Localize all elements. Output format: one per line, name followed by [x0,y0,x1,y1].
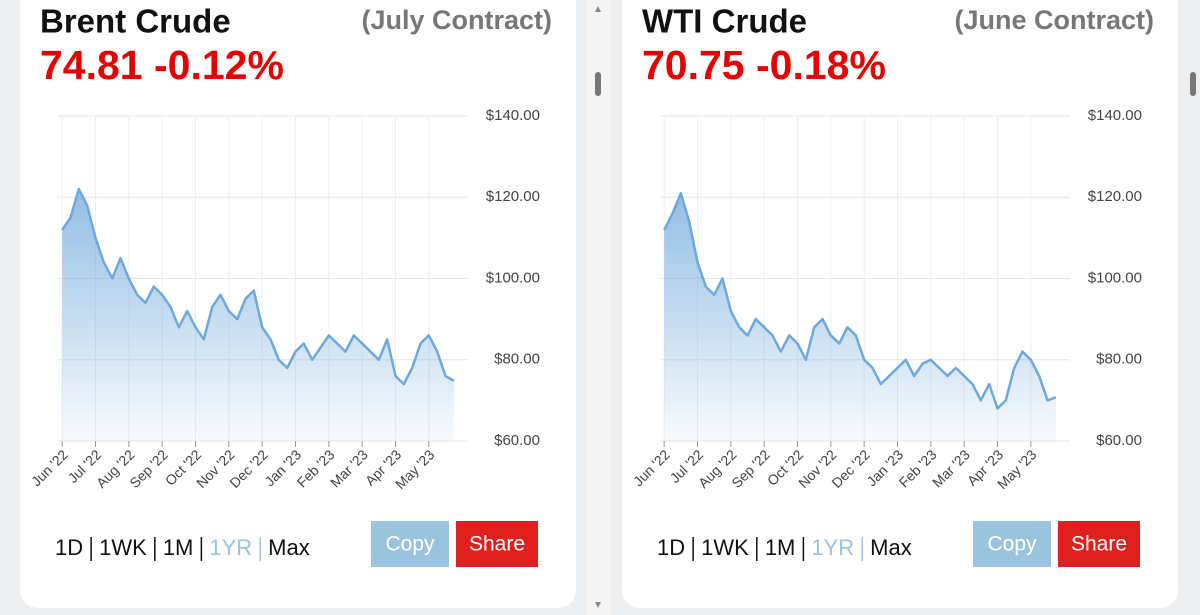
range-button[interactable]: 1YR [811,535,854,560]
y-tick-label: $120.00 [1088,188,1142,205]
card [20,0,576,608]
scroll-down[interactable] [595,602,601,608]
scrollbar[interactable] [587,0,611,615]
chart-title: WTI Crude [642,3,807,40]
scroll-up[interactable] [595,6,601,12]
y-tick-label: $80.00 [494,351,540,368]
button[interactable] [1058,521,1140,567]
chart-subtitle: (July Contract) [361,5,552,35]
button-label[interactable]: Share [469,533,525,556]
y-tick-label: $140.00 [1088,107,1142,124]
range-button[interactable]: Max [268,535,310,560]
y-tick-label: $100.00 [486,269,540,286]
quote: 70.75 -0.18% [642,42,886,88]
button[interactable] [456,521,538,567]
area [62,189,454,441]
range-button[interactable]: 1D [657,535,685,560]
button[interactable] [973,521,1051,567]
range-button[interactable]: 1WK [99,535,147,560]
button[interactable] [371,521,449,567]
range-button[interactable]: 1D [55,535,83,560]
line [663,191,1057,410]
range-button[interactable]: 1YR [209,535,252,560]
range-button[interactable]: 1M [765,535,796,560]
y-tick-label: $120.00 [486,188,540,205]
range-button[interactable]: Max [870,535,912,560]
y-tick-label: $80.00 [1096,351,1142,368]
y-tick-label: $60.00 [494,432,540,449]
chart-title: Brent Crude [40,3,231,40]
line [61,187,455,386]
chart-subtitle: (June Contract) [954,5,1154,35]
y-tick-label: $140.00 [486,107,540,124]
button-label[interactable]: Share [1071,533,1127,556]
quote: 74.81 -0.12% [40,42,284,88]
card [622,0,1178,608]
range-button[interactable]: 1M [163,535,194,560]
scroll-thumb[interactable] [595,72,601,96]
y-tick-label: $60.00 [1096,432,1142,449]
button-label[interactable]: Copy [385,533,435,556]
scroll-thumb[interactable] [1190,72,1196,96]
range-button[interactable]: 1WK [701,535,749,560]
button-label[interactable]: Copy [987,533,1037,556]
y-tick-label: $100.00 [1088,269,1142,286]
area [664,193,1056,441]
